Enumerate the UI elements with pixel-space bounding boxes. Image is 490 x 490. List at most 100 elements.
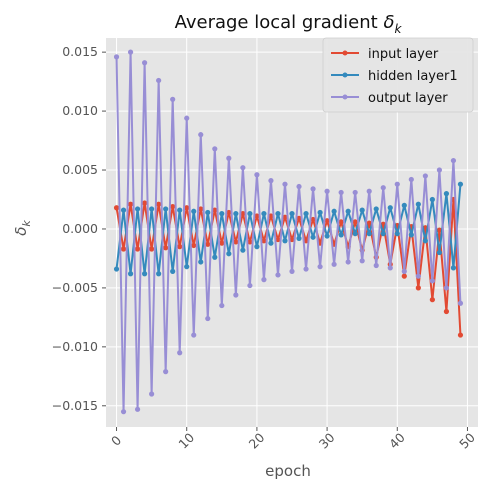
- data-point: [388, 205, 393, 210]
- data-point: [310, 235, 315, 240]
- data-point: [339, 190, 344, 195]
- data-point: [409, 232, 414, 237]
- data-point: [423, 173, 428, 178]
- data-point: [381, 231, 386, 236]
- data-point: [395, 182, 400, 187]
- data-point: [170, 97, 175, 102]
- legend-label: output layer: [368, 91, 448, 106]
- data-point: [177, 350, 182, 355]
- data-point: [177, 244, 182, 249]
- y-tick-label: −0.005: [52, 280, 98, 295]
- y-tick-label: 0.010: [62, 103, 98, 118]
- data-point: [163, 369, 168, 374]
- data-point: [261, 277, 266, 282]
- data-point: [114, 54, 119, 59]
- data-point: [402, 269, 407, 274]
- data-point: [430, 297, 435, 302]
- data-point: [268, 178, 273, 183]
- data-point: [282, 182, 287, 187]
- data-point: [430, 197, 435, 202]
- data-point: [198, 132, 203, 137]
- data-point: [149, 391, 154, 396]
- data-point: [191, 243, 196, 248]
- data-point: [261, 211, 266, 216]
- x-axis-label: epoch: [265, 462, 311, 480]
- data-point: [275, 211, 280, 216]
- y-tick-label: −0.015: [52, 398, 98, 413]
- data-point: [444, 285, 449, 290]
- data-point: [458, 332, 463, 337]
- data-point: [346, 259, 351, 264]
- data-point: [402, 274, 407, 279]
- data-point: [416, 274, 421, 279]
- data-point: [275, 272, 280, 277]
- data-point: [458, 182, 463, 187]
- data-point: [324, 233, 329, 238]
- data-point: [374, 206, 379, 211]
- data-point: [226, 251, 231, 256]
- y-tick-label: 0.000: [62, 221, 98, 236]
- data-point: [240, 248, 245, 253]
- data-point: [289, 211, 294, 216]
- legend-label: input layer: [368, 47, 439, 62]
- data-point: [346, 209, 351, 214]
- data-point: [458, 301, 463, 306]
- data-point: [282, 238, 287, 243]
- data-point: [381, 185, 386, 190]
- data-point: [205, 316, 210, 321]
- data-point: [388, 265, 393, 270]
- data-point: [135, 206, 140, 211]
- data-point: [128, 271, 133, 276]
- y-tick-label: −0.010: [52, 339, 98, 354]
- data-point: [170, 269, 175, 274]
- data-point: [142, 60, 147, 65]
- data-point: [219, 211, 224, 216]
- data-point: [184, 116, 189, 121]
- data-point: [367, 189, 372, 194]
- data-point: [339, 232, 344, 237]
- data-point: [226, 156, 231, 161]
- data-point: [156, 78, 161, 83]
- data-point: [254, 172, 259, 177]
- data-point: [121, 208, 126, 213]
- data-point: [437, 167, 442, 172]
- data-point: [128, 202, 133, 207]
- data-point: [367, 231, 372, 236]
- data-point: [289, 269, 294, 274]
- data-point: [451, 265, 456, 270]
- data-point: [317, 210, 322, 215]
- data-point: [191, 332, 196, 337]
- data-point: [353, 231, 358, 236]
- data-point: [416, 285, 421, 290]
- data-point: [156, 271, 161, 276]
- data-point: [247, 211, 252, 216]
- data-point: [374, 263, 379, 268]
- legend-marker: [343, 95, 348, 100]
- data-point: [430, 278, 435, 283]
- data-point: [360, 258, 365, 263]
- data-point: [205, 210, 210, 215]
- data-point: [332, 262, 337, 267]
- data-point: [402, 203, 407, 208]
- data-point: [416, 202, 421, 207]
- data-point: [296, 184, 301, 189]
- data-point: [149, 246, 154, 251]
- data-point: [233, 211, 238, 216]
- data-point: [409, 177, 414, 182]
- data-point: [121, 246, 126, 251]
- data-point: [247, 283, 252, 288]
- data-point: [135, 407, 140, 412]
- data-point: [114, 205, 119, 210]
- data-point: [135, 246, 140, 251]
- data-point: [444, 309, 449, 314]
- data-point: [177, 208, 182, 213]
- legend-marker: [343, 73, 348, 78]
- data-point: [444, 191, 449, 196]
- data-point: [212, 255, 217, 260]
- data-point: [423, 238, 428, 243]
- data-point: [317, 264, 322, 269]
- data-point: [240, 165, 245, 170]
- data-point: [163, 206, 168, 211]
- data-point: [451, 158, 456, 163]
- legend-label: hidden layer1: [368, 69, 458, 84]
